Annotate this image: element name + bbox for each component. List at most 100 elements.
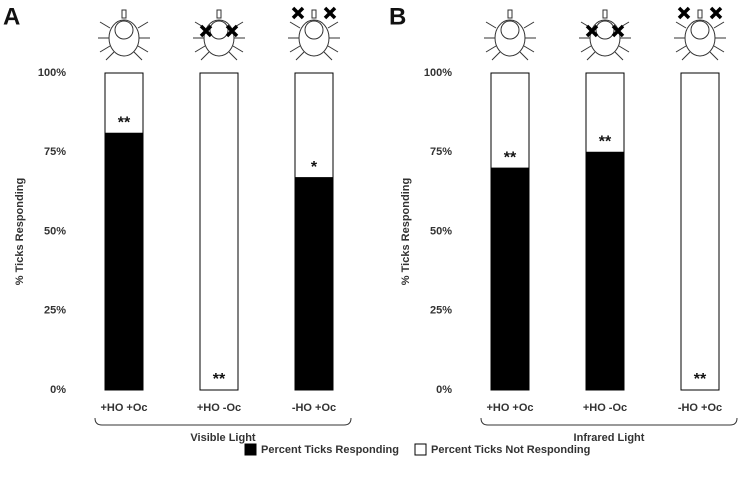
icon-leg bbox=[523, 21, 535, 29]
icon-cross bbox=[199, 24, 213, 38]
icon-mouth bbox=[311, 9, 317, 19]
icon-leg bbox=[586, 51, 596, 61]
panel-label: B bbox=[389, 3, 406, 30]
icon-cross bbox=[291, 6, 305, 20]
significance: ** bbox=[599, 133, 612, 150]
bar-segment bbox=[104, 132, 144, 391]
icon-leg bbox=[681, 51, 691, 61]
significance: ** bbox=[694, 371, 707, 388]
tick-icon bbox=[288, 6, 340, 61]
icon-mouth bbox=[697, 9, 703, 19]
icon-head bbox=[114, 20, 134, 40]
icon-leg bbox=[614, 51, 624, 61]
icon-body bbox=[494, 19, 526, 57]
icon-leg bbox=[137, 21, 149, 29]
icon-leg bbox=[99, 45, 111, 53]
icon-body bbox=[684, 19, 716, 57]
icon-leg bbox=[133, 51, 143, 61]
group-bracket bbox=[94, 417, 352, 426]
group-label: Infrared Light bbox=[574, 432, 645, 444]
legend-swatch bbox=[414, 443, 427, 456]
icon-leg bbox=[232, 45, 244, 53]
y-axis-title: % Ticks Responding bbox=[400, 178, 412, 285]
tick-icon bbox=[484, 9, 536, 61]
icon-leg bbox=[713, 21, 725, 29]
icon-body bbox=[203, 19, 235, 57]
bar-segment bbox=[294, 72, 334, 179]
tick-icon bbox=[674, 6, 726, 61]
bar-segment bbox=[490, 72, 530, 169]
icon-leg bbox=[289, 45, 301, 53]
icon-leg bbox=[491, 51, 501, 61]
icon-leg bbox=[200, 51, 210, 61]
y-tick-label: 50% bbox=[44, 225, 66, 237]
icon-leg bbox=[519, 51, 529, 61]
legend-swatch bbox=[244, 443, 257, 456]
icon-head bbox=[690, 20, 710, 40]
x-tick-label: +HO +Oc bbox=[486, 402, 533, 414]
y-tick-label: 25% bbox=[430, 305, 452, 317]
x-tick-label: +HO -Oc bbox=[583, 402, 627, 414]
icon-leg bbox=[105, 51, 115, 61]
legend-label: Percent Ticks Not Responding bbox=[431, 444, 590, 456]
y-tick-label: 0% bbox=[436, 384, 452, 396]
icon-leg bbox=[137, 45, 149, 53]
icon-mouth bbox=[602, 9, 608, 19]
icon-leg bbox=[485, 45, 497, 53]
group-label: Visible Light bbox=[190, 432, 256, 444]
bar-segment bbox=[680, 72, 720, 391]
y-tick-label: 100% bbox=[424, 67, 452, 79]
significance: ** bbox=[504, 149, 517, 166]
icon-leg bbox=[713, 45, 725, 53]
x-tick-label: +HO +Oc bbox=[100, 402, 147, 414]
tick-icon bbox=[579, 9, 631, 61]
icon-leg bbox=[295, 51, 305, 61]
icon-head bbox=[209, 20, 229, 40]
y-tick-label: 75% bbox=[44, 146, 66, 158]
x-tick-label: +HO -Oc bbox=[197, 402, 241, 414]
icon-leg bbox=[323, 51, 333, 61]
bar-segment bbox=[585, 151, 625, 391]
icon-leg bbox=[228, 51, 238, 61]
icon-cross bbox=[585, 24, 599, 38]
y-tick-label: 0% bbox=[50, 384, 66, 396]
bar-segment bbox=[104, 72, 144, 134]
icon-body bbox=[298, 19, 330, 57]
icon-mouth bbox=[507, 9, 513, 19]
x-tick-label: -HO +Oc bbox=[678, 402, 722, 414]
icon-mouth bbox=[121, 9, 127, 19]
icon-body bbox=[108, 19, 140, 57]
legend-label: Percent Ticks Responding bbox=[261, 444, 399, 456]
icon-leg bbox=[327, 45, 339, 53]
y-tick-label: 50% bbox=[430, 225, 452, 237]
icon-leg bbox=[289, 21, 301, 29]
significance: ** bbox=[118, 114, 131, 131]
icon-leg bbox=[675, 45, 687, 53]
icon-cross bbox=[709, 6, 723, 20]
bar-segment bbox=[199, 72, 239, 391]
icon-leg bbox=[327, 21, 339, 29]
icon-leg bbox=[194, 45, 206, 53]
x-tick-label: -HO +Oc bbox=[292, 402, 336, 414]
icon-leg bbox=[709, 51, 719, 61]
icon-leg bbox=[99, 21, 111, 29]
y-tick-label: 25% bbox=[44, 305, 66, 317]
icon-cross bbox=[225, 24, 239, 38]
panel-label: A bbox=[3, 3, 20, 30]
icon-cross bbox=[323, 6, 337, 20]
icon-leg bbox=[675, 21, 687, 29]
bar-segment bbox=[585, 72, 625, 153]
group-bracket bbox=[480, 417, 738, 426]
icon-cross bbox=[611, 24, 625, 38]
tick-icon bbox=[193, 9, 245, 61]
icon-head bbox=[304, 20, 324, 40]
icon-body bbox=[589, 19, 621, 57]
y-tick-label: 75% bbox=[430, 146, 452, 158]
y-axis-title: % Ticks Responding bbox=[14, 178, 26, 285]
icon-cross bbox=[677, 6, 691, 20]
tick-icon bbox=[98, 9, 150, 61]
bar-segment bbox=[294, 177, 334, 391]
y-tick-label: 100% bbox=[38, 67, 66, 79]
bar-segment bbox=[490, 167, 530, 391]
